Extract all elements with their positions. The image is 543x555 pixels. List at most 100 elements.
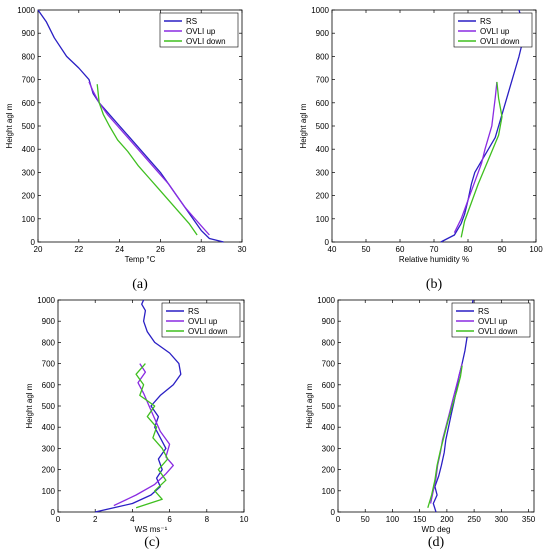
panel-b-x-tick-label: 100 <box>529 245 543 254</box>
panel-d-y-axis-label: Height agl m <box>305 383 314 428</box>
panel-c-x-tick-label: 10 <box>240 515 249 524</box>
panel-b-x-axis-label: Relative humidity % <box>399 255 469 264</box>
panel-c-x-axis-label: WS ms⁻¹ <box>135 525 168 534</box>
panel-a-y-tick-label: 0 <box>31 238 36 247</box>
panel-b-x-tick-label: 50 <box>362 245 371 254</box>
panel-a-x-tick-label: 24 <box>115 245 124 254</box>
panel-a-series-line-ovli-up <box>88 81 210 236</box>
panel-a-x-tick-label: 28 <box>197 245 206 254</box>
panel-c-legend-label-ovli-down: OVLI down <box>188 327 228 336</box>
panel-b-y-tick-label: 200 <box>316 192 330 201</box>
panel-c-y-tick-label: 1000 <box>37 296 55 305</box>
panel-b-y-tick-label: 300 <box>316 168 330 177</box>
panel-d-y-tick-label: 400 <box>322 423 336 432</box>
panel-a-y-tick-label: 500 <box>22 122 36 131</box>
panel-d-y-tick-label: 1000 <box>317 296 335 305</box>
panel-c-legend-label-ovli-up: OVLI up <box>188 317 218 326</box>
panel-d-x-tick-label: 300 <box>495 515 509 524</box>
panel-a-y-tick-label: 400 <box>22 145 36 154</box>
panel-d-label: (d) <box>428 535 445 550</box>
panel-c-y-tick-label: 200 <box>42 466 56 475</box>
panel-b-legend-label-rs: RS <box>480 17 491 26</box>
panel-a-y-tick-label: 200 <box>22 192 36 201</box>
panel-b-y-tick-label: 0 <box>325 238 330 247</box>
panel-d-x-tick-label: 250 <box>467 515 481 524</box>
panel-d-x-tick-label: 50 <box>361 515 370 524</box>
panel-b-y-tick-label: 900 <box>316 29 330 38</box>
panel-b-x-tick-label: 90 <box>498 245 507 254</box>
panel-c-y-tick-label: 300 <box>42 444 56 453</box>
panel-d-y-tick-label: 500 <box>322 402 336 411</box>
panel-c-y-tick-label: 500 <box>42 402 56 411</box>
panel-b-y-tick-label: 500 <box>316 122 330 131</box>
panel-a-y-tick-label: 800 <box>22 52 36 61</box>
panel-d-y-tick-label: 0 <box>331 508 336 517</box>
panel-d-legend-label-ovli-up: OVLI up <box>478 317 508 326</box>
panel-d-legend-label-rs: RS <box>478 307 489 316</box>
panel-b-y-tick-label: 800 <box>316 52 330 61</box>
panel-c-y-tick-label: 900 <box>42 317 56 326</box>
panel-d-y-tick-label: 600 <box>322 381 336 390</box>
panel-b-y-tick-label: 600 <box>316 99 330 108</box>
panel-d-x-tick-label: 150 <box>413 515 427 524</box>
panel-a-series-line-rs <box>37 9 224 243</box>
panel-b-label: (b) <box>426 277 443 292</box>
panel-a-plot-area <box>37 9 243 243</box>
panel-a-y-tick-label: 1000 <box>17 6 35 15</box>
panel-d-x-tick-label: 0 <box>336 515 341 524</box>
panel-d-y-tick-label: 900 <box>322 317 336 326</box>
panel-b-y-axis-label: Height agl m <box>299 103 308 148</box>
panel-a-legend-label-ovli-down: OVLI down <box>186 37 226 46</box>
panel-d-series-line-rs <box>432 299 474 513</box>
panel-c-series-line-ovli-up <box>113 363 174 507</box>
panel-d-y-tick-label: 100 <box>322 487 336 496</box>
panel-d-x-axis-label: WD deg <box>422 525 451 534</box>
panel-a-y-tick-label: 300 <box>22 168 36 177</box>
panel-d-x-tick-label: 200 <box>440 515 454 524</box>
panel-a-y-tick-label: 700 <box>22 76 36 85</box>
panel-c-x-tick-label: 6 <box>167 515 172 524</box>
panel-b-y-tick-label: 1000 <box>311 6 329 15</box>
panel-b-y-tick-label: 700 <box>316 76 330 85</box>
panel-c-label: (c) <box>144 535 160 550</box>
panel-d-y-tick-label: 700 <box>322 360 336 369</box>
panel-a-legend-label-rs: RS <box>186 17 197 26</box>
panel-d-legend-label-ovli-down: OVLI down <box>478 327 518 336</box>
panel-d-y-tick-label: 300 <box>322 444 336 453</box>
panel-c-y-tick-label: 700 <box>42 360 56 369</box>
panel-b-x-tick-label: 60 <box>396 245 405 254</box>
panel-a-x-tick-label: 22 <box>74 245 83 254</box>
panel-c-y-tick-label: 800 <box>42 338 56 347</box>
panel-b-x-tick-label: 80 <box>464 245 473 254</box>
panel-b-series-line-ovli-down <box>460 81 503 238</box>
panel-c-y-tick-label: 400 <box>42 423 56 432</box>
panel-c-x-tick-label: 4 <box>130 515 135 524</box>
panel-b-series-line-ovli-up <box>453 81 498 233</box>
panel-b-y-tick-label: 400 <box>316 145 330 154</box>
panel-a-series-line-ovli-down <box>96 84 198 236</box>
panel-b-x-tick-label: 40 <box>328 245 337 254</box>
panel-a-x-axis-label: Temp °C <box>125 255 156 264</box>
panel-a-y-tick-label: 900 <box>22 29 36 38</box>
panel-c-y-axis-label: Height agl m <box>25 383 34 428</box>
panel-d-y-tick-label: 200 <box>322 466 336 475</box>
panel-b-y-tick-label: 100 <box>316 215 330 224</box>
panel-c-legend-label-rs: RS <box>188 307 199 316</box>
panel-c-series-line-ovli-down <box>135 363 169 509</box>
panel-d-y-tick-label: 800 <box>322 338 336 347</box>
panel-d-x-tick-label: 100 <box>386 515 400 524</box>
panel-a-legend-label-ovli-up: OVLI up <box>186 27 216 36</box>
panel-b-plot-area <box>331 9 537 243</box>
panel-a-x-tick-label: 20 <box>34 245 43 254</box>
panel-a-x-tick-label: 26 <box>156 245 165 254</box>
panel-d-x-tick-label: 350 <box>522 515 536 524</box>
panel-c-x-tick-label: 8 <box>205 515 210 524</box>
panel-d-series-line-ovli-down <box>427 365 463 508</box>
panel-c-x-tick-label: 0 <box>56 515 61 524</box>
panel-b-x-tick-label: 70 <box>430 245 439 254</box>
panel-b-legend-label-ovli-up: OVLI up <box>480 27 510 36</box>
panel-a-label: (a) <box>132 277 148 292</box>
panel-c-y-tick-label: 100 <box>42 487 56 496</box>
